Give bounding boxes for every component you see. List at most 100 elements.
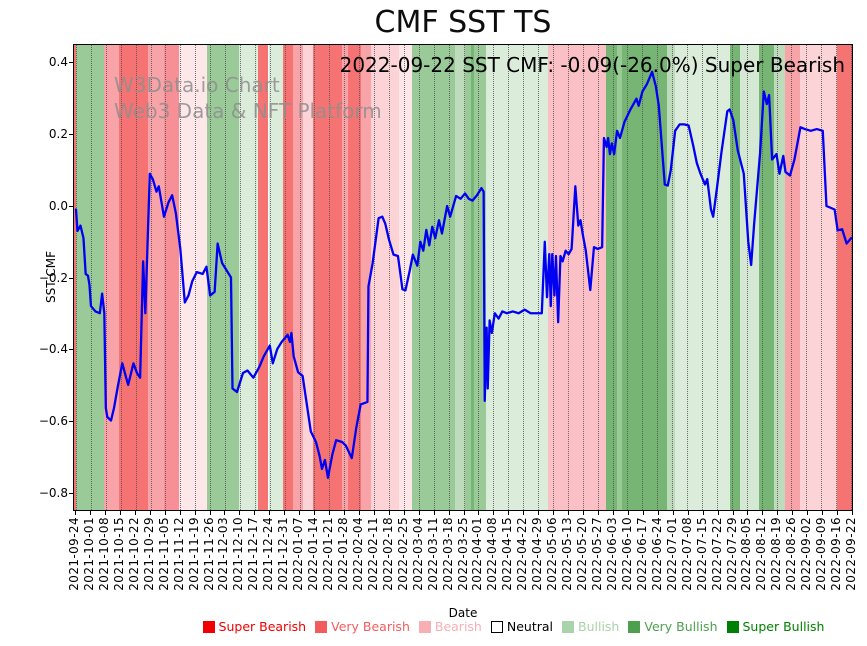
gridline: [627, 45, 629, 510]
sentiment-band-very_bearish: [163, 45, 179, 510]
x-tick-label: 2022-08-05: [739, 517, 754, 591]
sentiment-band-super_bullish: [730, 45, 741, 510]
gridline: [195, 45, 197, 510]
x-tick-mark: [224, 511, 226, 515]
legend-item-super-bullish: Super Bullish: [726, 619, 825, 634]
sentiment-band-super_bearish: [257, 45, 269, 510]
x-tick-mark: [822, 511, 824, 515]
x-tick-label: 2022-09-22: [844, 517, 859, 591]
x-tick-mark: [418, 511, 420, 515]
x-tick-mark: [433, 511, 435, 515]
legend-label: Super Bullish: [742, 619, 825, 634]
gridline: [389, 45, 391, 510]
x-tick-mark: [642, 511, 644, 515]
x-tick-mark: [612, 511, 614, 515]
x-tick-mark: [75, 511, 77, 515]
legend-item-bullish: Bullish: [562, 619, 619, 634]
sentiment-band-super_bearish: [313, 45, 343, 510]
x-tick-label: 2021-10-01: [81, 517, 96, 591]
sentiment-band-very_bullish: [473, 45, 486, 510]
sentiment-band-bullish: [485, 45, 548, 510]
x-tick-mark: [284, 511, 286, 515]
x-tick-label: 2022-07-15: [694, 517, 709, 591]
x-tick-mark: [852, 511, 854, 515]
x-tick-mark: [732, 511, 734, 515]
x-tick-label: 2022-03-11: [425, 517, 440, 591]
legend-label: Very Bullish: [644, 619, 718, 634]
chart-title: CMF SST TS: [374, 5, 552, 40]
y-tick-label: −0.4: [38, 342, 68, 357]
x-tick-label: 2021-12-31: [276, 517, 291, 591]
x-tick-mark: [104, 511, 106, 515]
gridline: [225, 45, 227, 510]
sentiment-band-super_bullish: [471, 45, 474, 510]
sentiment-band-super_bullish: [759, 45, 775, 510]
x-tick-mark: [627, 511, 629, 515]
legend-swatch: [315, 620, 328, 633]
x-tick-mark: [269, 511, 271, 515]
x-tick-label: 2022-05-20: [575, 517, 590, 591]
gridline: [463, 45, 465, 510]
x-tick-label: 2022-01-14: [306, 517, 321, 591]
sentiment-band-bullish: [774, 45, 786, 510]
sentiment-band-super_bullish: [605, 45, 617, 510]
watermark: W3Data.io Chart Web3 Data & NFT Platform: [114, 72, 382, 124]
gridline: [76, 45, 78, 510]
gridline: [582, 45, 584, 510]
x-tick-mark: [314, 511, 316, 515]
legend-swatch: [202, 620, 215, 633]
x-tick-mark: [508, 511, 510, 515]
gridline: [284, 45, 286, 510]
x-tick-mark: [299, 511, 301, 515]
gridline: [776, 45, 778, 510]
sentiment-band-very_bearish: [293, 45, 304, 510]
x-tick-label: 2022-05-13: [560, 517, 575, 591]
x-tick-mark: [762, 511, 764, 515]
sentiment-band-very_bearish: [342, 45, 349, 510]
x-tick-mark: [164, 511, 166, 515]
x-tick-mark: [523, 511, 525, 515]
legend-item-bearish: Bearish: [418, 619, 482, 634]
gridline: [478, 45, 480, 510]
gridline: [836, 45, 838, 510]
y-tick-mark: [69, 277, 73, 279]
x-tick-mark: [179, 511, 181, 515]
x-tick-label: 2022-01-28: [336, 517, 350, 591]
x-tick-mark: [493, 511, 495, 515]
x-axis-label: Date: [448, 606, 478, 620]
gridline: [821, 45, 823, 510]
x-tick-label: 2021-12-24: [261, 517, 276, 591]
x-tick-label: 2022-05-06: [545, 517, 560, 591]
sentiment-band-super_bearish: [348, 45, 362, 510]
gridline: [239, 45, 241, 510]
x-tick-mark: [777, 511, 779, 515]
sentiment-band-very_bullish: [616, 45, 622, 510]
gridline: [493, 45, 495, 510]
x-tick-label: 2022-02-04: [350, 517, 365, 591]
x-tick-mark: [553, 511, 555, 515]
sentiment-band-bullish: [740, 45, 760, 510]
x-tick-label: 2021-11-26: [201, 517, 216, 591]
x-tick-label: 2021-12-17: [246, 517, 261, 591]
x-tick-label: 2022-09-02: [799, 517, 814, 591]
x-tick-mark: [373, 511, 375, 515]
x-tick-mark: [254, 511, 256, 515]
legend-label: Very Bearish: [331, 619, 410, 634]
x-tick-label: 2022-06-10: [619, 517, 634, 591]
gridline: [791, 45, 793, 510]
legend-item-super-bearish: Super Bearish: [202, 619, 306, 634]
x-tick-label: 2022-02-25: [395, 517, 410, 591]
gridline: [642, 45, 644, 510]
gridline: [597, 45, 599, 510]
legend-swatch: [490, 620, 503, 633]
sentiment-band-bearish: [399, 45, 413, 510]
legend-swatch: [562, 620, 574, 633]
y-tick-label: 0.2: [48, 126, 68, 141]
legend-swatch: [628, 620, 641, 633]
y-tick-mark: [69, 493, 73, 495]
sentiment-band-bearish: [303, 45, 314, 510]
gridline: [567, 45, 569, 510]
gridline: [523, 45, 525, 510]
gridline: [90, 45, 92, 510]
